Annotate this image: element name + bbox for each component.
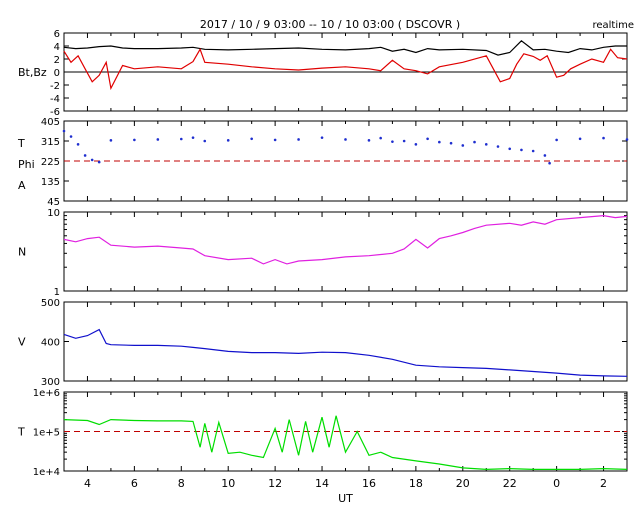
series-line-t — [63, 415, 628, 471]
y-tick-label: -6 — [50, 107, 60, 118]
data-point — [414, 143, 418, 146]
data-point — [203, 139, 207, 143]
data-point — [109, 139, 113, 142]
realtime-label: realtime — [592, 20, 634, 31]
y-axis-label: Phi — [18, 158, 35, 171]
y-tick-label: 1e+5 — [33, 428, 60, 439]
data-point — [508, 147, 512, 151]
data-point — [461, 144, 465, 147]
data-point — [578, 137, 582, 141]
data-point — [367, 139, 371, 142]
y-tick-label: 45 — [47, 197, 60, 208]
y-tick-label: -2 — [50, 81, 60, 92]
y-tick-label: 2 — [54, 55, 60, 66]
data-point — [97, 160, 101, 164]
data-point — [548, 161, 551, 165]
y-tick-label: 405 — [41, 117, 60, 128]
data-point — [555, 138, 558, 142]
y-axis-label: Bt,Bz — [18, 66, 47, 79]
data-point — [484, 143, 488, 146]
data-point — [496, 145, 500, 148]
series-line-bz — [63, 47, 628, 91]
y-tick-label: 135 — [41, 177, 60, 188]
data-point — [191, 136, 195, 139]
y-tick-label: 400 — [41, 338, 60, 349]
y-tick-label: 1e+4 — [33, 467, 60, 478]
data-point — [379, 136, 382, 140]
data-point — [90, 158, 94, 162]
data-point — [156, 138, 160, 141]
panel-temperature: 1e+6 1e+5 1e+4 T — [17, 388, 628, 478]
data-point — [543, 154, 547, 157]
x-tick-label: 22 — [503, 477, 517, 490]
y-axis-label: V — [18, 336, 26, 349]
x-tick-label: 0 — [553, 477, 560, 490]
x-tick-label: 4 — [84, 477, 91, 490]
data-point — [133, 138, 136, 142]
y-axis-label: A — [18, 179, 26, 192]
y-tick-label: 225 — [41, 157, 60, 168]
data-point — [179, 137, 183, 141]
data-point — [69, 135, 73, 138]
y-tick-label: 6 — [54, 29, 60, 40]
panel-imf-angle: 405 315 225 135 45 T Phi A — [17, 117, 629, 208]
data-point — [402, 139, 406, 143]
data-point — [391, 140, 394, 143]
series-line-bt — [63, 40, 627, 56]
x-tick-label: 2 — [600, 477, 607, 490]
x-axis-label: UT — [338, 492, 353, 505]
data-point — [320, 136, 324, 139]
y-tick-label: 10 — [47, 208, 60, 219]
x-tick-label: 20 — [456, 477, 470, 490]
x-tick-label: 12 — [268, 477, 282, 490]
y-tick-label: 0 — [54, 68, 60, 79]
data-point — [438, 140, 441, 144]
x-tick-label: 14 — [315, 477, 329, 490]
x-tick-label: 10 — [221, 477, 235, 490]
data-point — [226, 139, 230, 142]
x-tick-label: 18 — [409, 477, 423, 490]
data-point — [473, 140, 476, 144]
panel-magnetic-field: 6 4 2 0 -2 -4 -6 Bt,Bz — [18, 29, 628, 118]
data-point — [426, 137, 429, 141]
series-line-v — [63, 328, 628, 377]
y-tick-label: -4 — [50, 94, 60, 105]
data-point — [531, 149, 535, 153]
data-point — [625, 138, 629, 141]
series-phi — [62, 129, 629, 165]
data-point — [273, 138, 277, 142]
y-tick-label: 500 — [41, 298, 60, 309]
chart-title: 2017 / 10 / 9 03:00 -- 10 / 10 03:00 ( D… — [200, 18, 460, 31]
y-tick-label: 4 — [54, 42, 60, 53]
x-tick-label: 16 — [362, 477, 376, 490]
data-point — [250, 137, 253, 141]
y-axis-label: N — [18, 246, 26, 259]
y-tick-label: 315 — [41, 137, 60, 148]
panel-frame — [63, 301, 628, 382]
data-point — [297, 138, 300, 141]
panel-density: 10 1 N — [18, 208, 628, 298]
y-tick-label: 300 — [41, 377, 60, 388]
y-axis-label: T — [17, 137, 25, 150]
data-point — [520, 148, 523, 152]
y-tick-label: 1 — [54, 287, 60, 298]
data-point — [602, 136, 605, 140]
y-axis-label: T — [17, 426, 25, 439]
data-point — [62, 129, 66, 133]
x-tick-label: 6 — [131, 477, 138, 490]
y-tick-label: 1e+6 — [33, 388, 60, 399]
series-line-n — [63, 214, 628, 265]
data-point — [76, 143, 80, 146]
data-point — [83, 154, 87, 157]
panel-speed: 500 400 300 V — [18, 298, 628, 388]
data-point — [344, 138, 347, 141]
x-tick-label: 8 — [178, 477, 185, 490]
data-point — [449, 141, 453, 145]
